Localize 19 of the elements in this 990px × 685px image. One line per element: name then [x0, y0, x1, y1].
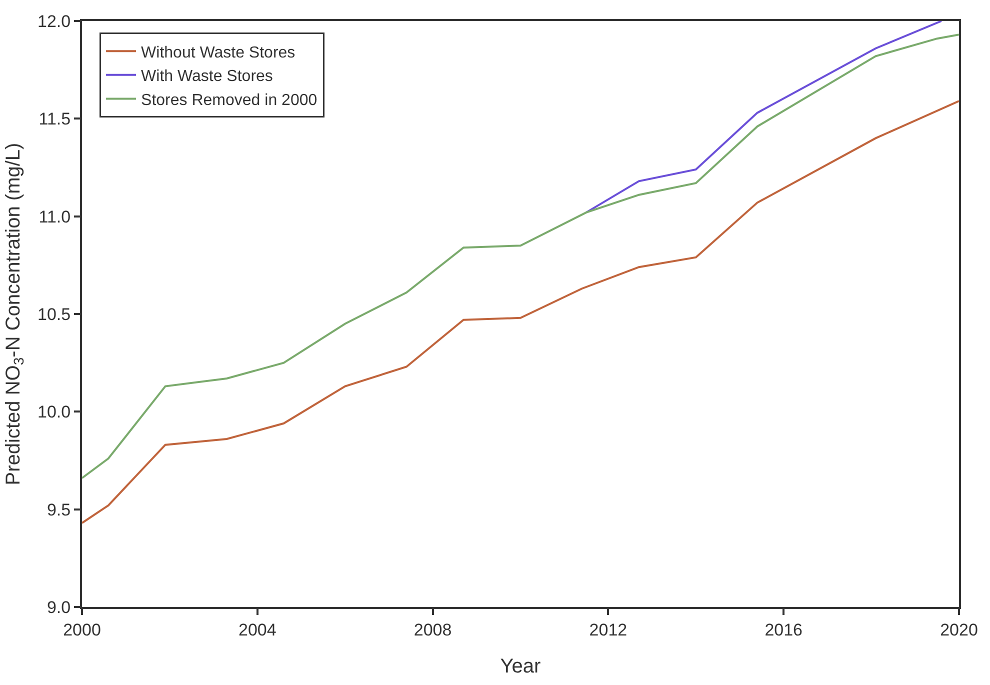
x-tick-label: 2004: [238, 620, 276, 640]
y-tick-label: 9.5: [46, 500, 71, 520]
y-tick-label: 10.0: [38, 402, 71, 422]
x-axis-title: Year: [500, 655, 542, 678]
y-tick-label: 12.0: [38, 12, 71, 31]
x-tick-label: 2020: [940, 620, 978, 640]
x-tick-label: 2016: [764, 620, 803, 640]
y-tick-label: 11.5: [38, 110, 71, 129]
legend-label: Without Waste Stores: [141, 44, 296, 62]
line-series: [585, 21, 942, 214]
y-tick-label: 10.5: [38, 304, 71, 324]
legend-label: Stores Removed in 2000: [141, 92, 318, 109]
line-series: [82, 34, 959, 480]
y-tick-label: 11.0: [38, 207, 71, 226]
x-tick-label: 2008: [414, 620, 452, 640]
x-tick-label: 2000: [63, 620, 101, 640]
x-tick-label: 2012: [589, 620, 628, 640]
legend-label: With Waste Stores: [141, 68, 273, 86]
y-tick-label: 9.0: [46, 598, 71, 617]
